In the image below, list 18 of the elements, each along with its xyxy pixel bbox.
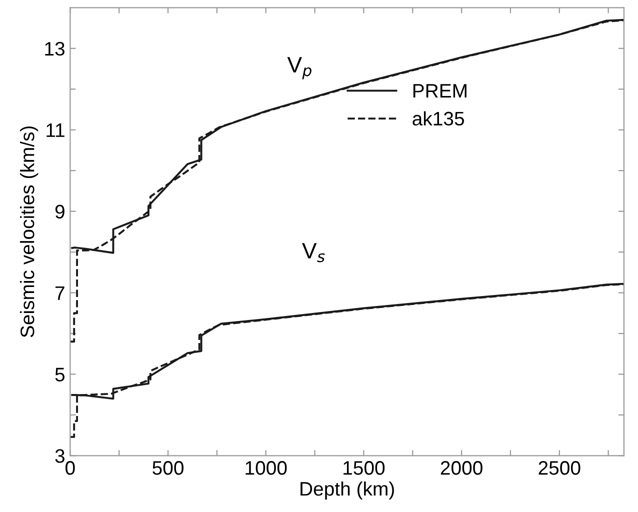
- y-tick-label: 11: [46, 124, 64, 137]
- x-tick-label: 500: [152, 461, 184, 475]
- legend-label: ak135: [412, 111, 464, 126]
- x-axis-title: Depth (km): [300, 481, 394, 500]
- x-tick-label: 2500: [538, 461, 580, 475]
- x-tick-label: 0: [66, 461, 75, 475]
- x-tick-label: 2000: [440, 461, 482, 475]
- y-tick-label: 13: [45, 42, 64, 56]
- x-tick-label: 1500: [344, 461, 385, 475]
- annotation: V$_{p}$: [287, 57, 312, 80]
- y-tick-label: 9: [55, 204, 64, 219]
- x-tick-label: 1000: [246, 461, 287, 475]
- annotation: V$_{s}$: [302, 243, 325, 262]
- y-tick-label: 7: [56, 286, 64, 300]
- y-axis-title: Seismic velocities (km/s): [20, 126, 38, 338]
- y-tick-label: 3: [55, 449, 64, 463]
- y-tick-label: 5: [55, 368, 65, 382]
- legend-label: PREM: [413, 84, 466, 98]
